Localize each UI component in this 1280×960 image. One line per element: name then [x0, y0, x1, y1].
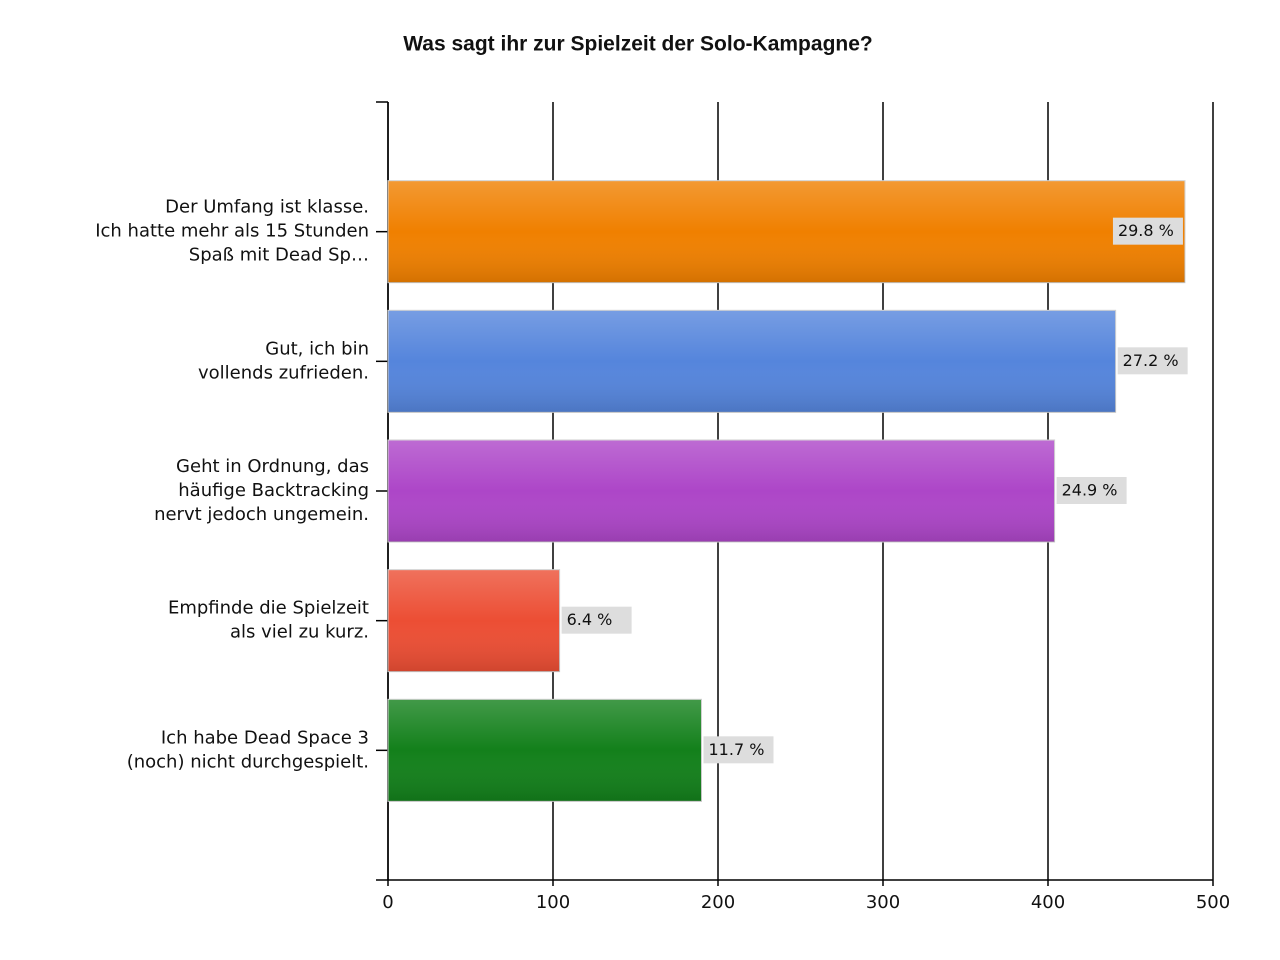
bar-shade: [388, 569, 560, 672]
bar-shade: [388, 440, 1055, 542]
y-tick-label: Geht in Ordnung, das häufige Backtracking…: [154, 456, 369, 525]
y-tick-label-line: Ich hatte mehr als 15 Stunden: [95, 221, 369, 242]
y-tick-label-line: Gut, ich bin: [265, 338, 369, 359]
chart-title: Was sagt ihr zur Spielzeit der Solo-Kamp…: [403, 33, 872, 56]
y-tick-label: Gut, ich bin vollends zufrieden.: [198, 338, 369, 383]
x-tick-label: 100: [536, 892, 570, 913]
percent-label: 27.2 %: [1123, 351, 1179, 370]
percent-label: 6.4 %: [567, 610, 613, 629]
percent-label: 11.7 %: [709, 740, 765, 759]
y-tick-label-line: vollends zufrieden.: [198, 362, 369, 383]
bar-shade: [388, 699, 702, 802]
y-tick-label-line: (noch) nicht durchgespielt.: [127, 751, 369, 772]
percent-label: 29.8 %: [1118, 221, 1174, 240]
y-tick-label-line: nervt jedoch ungemein.: [154, 504, 369, 525]
x-tick-label: 500: [1196, 892, 1230, 913]
x-tick-label: 200: [701, 892, 735, 913]
x-tick-label: 400: [1031, 892, 1065, 913]
x-tick-label: 0: [382, 892, 393, 913]
percent-label-box: [1056, 477, 1127, 504]
bar-shade: [388, 180, 1185, 283]
percent-label-box: [703, 736, 774, 764]
y-tick-label-line: Empfinde die Spielzeit: [168, 598, 369, 619]
y-tick-label-line: Geht in Ordnung, das: [176, 456, 369, 477]
y-tick-label: Der Umfang ist klasse. Ich hatte mehr als…: [95, 197, 369, 266]
percent-label: 24.9 %: [1062, 481, 1118, 500]
y-tick-label-line: als viel zu kurz.: [230, 622, 369, 643]
percent-label-box: [1112, 217, 1183, 245]
bar-shade: [388, 310, 1116, 413]
x-tick-label: 300: [866, 892, 900, 913]
y-tick-label-line: Der Umfang ist klasse.: [165, 197, 369, 218]
y-tick-label-line: häufige Backtracking: [178, 480, 369, 501]
y-tick-label-line: Spaß mit Dead Sp…: [189, 245, 369, 266]
percent-label-box: [561, 606, 632, 634]
y-tick-label: Ich habe Dead Space 3 (noch) nicht durchg…: [127, 727, 369, 772]
percent-label-box: [1117, 347, 1188, 375]
y-tick-label: Empfinde die Spielzeit als viel zu kurz.: [168, 598, 369, 643]
y-tick-label-line: Ich habe Dead Space 3: [161, 727, 369, 748]
